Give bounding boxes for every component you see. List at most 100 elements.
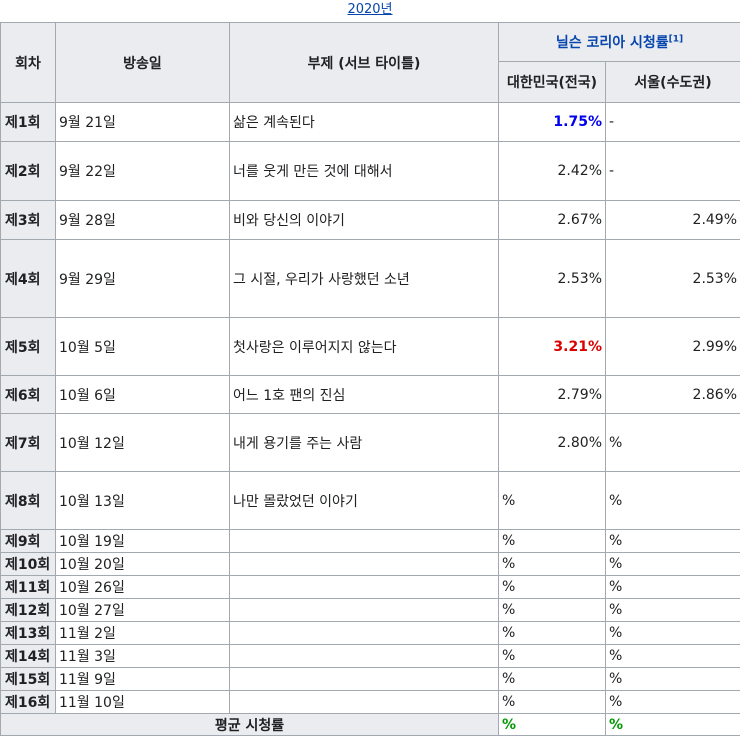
- seoul-rating-cell: %: [606, 691, 740, 714]
- seoul-rating-cell: %: [606, 553, 740, 576]
- national-rating-cell: %: [499, 472, 606, 530]
- airdate-cell: 10월 13일: [56, 472, 230, 530]
- subtitle-cell: 너를 웃게 만든 것에 대해서: [230, 142, 499, 201]
- episode-cell: 제3회: [1, 201, 56, 240]
- national-rating-cell: 2.80%: [499, 414, 606, 472]
- national-rating-cell: 2.79%: [499, 376, 606, 414]
- seoul-rating-cell: -: [606, 142, 740, 201]
- subtitle-cell: 내게 용기를 주는 사람: [230, 414, 499, 472]
- subtitle-cell: [230, 645, 499, 668]
- airdate-cell: 11월 3일: [56, 645, 230, 668]
- header-airdate: 방송일: [56, 23, 230, 103]
- national-rating-cell: %: [499, 645, 606, 668]
- average-national: %: [499, 714, 606, 736]
- seoul-rating-cell: 2.49%: [606, 201, 740, 240]
- episode-cell: 제8회: [1, 472, 56, 530]
- seoul-rating-cell: 2.53%: [606, 240, 740, 318]
- national-rating-cell: 1.75%: [499, 103, 606, 142]
- episode-cell: 제16회: [1, 691, 56, 714]
- seoul-rating-cell: 2.86%: [606, 376, 740, 414]
- national-rating-cell: %: [499, 599, 606, 622]
- table-caption: 2020년: [0, 0, 740, 22]
- subtitle-cell: 어느 1호 팬의 진심: [230, 376, 499, 414]
- airdate-cell: 10월 20일: [56, 553, 230, 576]
- seoul-rating-cell: %: [606, 472, 740, 530]
- seoul-rating-cell: -: [606, 103, 740, 142]
- airdate-cell: 10월 27일: [56, 599, 230, 622]
- airdate-cell: 9월 21일: [56, 103, 230, 142]
- seoul-rating-cell: 2.99%: [606, 318, 740, 376]
- episode-cell: 제10회: [1, 553, 56, 576]
- seoul-rating-cell: %: [606, 622, 740, 645]
- episode-cell: 제13회: [1, 622, 56, 645]
- average-label: 평균 시청률: [1, 714, 499, 736]
- header-ratings-group: 닐슨 코리아 시청률[1]: [499, 23, 740, 62]
- year-link[interactable]: 2020년: [347, 2, 392, 17]
- average-seoul: %: [606, 714, 740, 736]
- header-subtitle: 부제 (서브 타이틀): [230, 23, 499, 103]
- seoul-rating-cell: %: [606, 576, 740, 599]
- subtitle-cell: [230, 691, 499, 714]
- episode-cell: 제1회: [1, 103, 56, 142]
- airdate-cell: 10월 26일: [56, 576, 230, 599]
- episode-cell: 제2회: [1, 142, 56, 201]
- subtitle-cell: 그 시절, 우리가 사랑했던 소년: [230, 240, 499, 318]
- nielsen-korea-link[interactable]: 닐슨 코리아 시청률: [556, 35, 669, 51]
- subtitle-cell: [230, 599, 499, 622]
- national-rating-cell: 3.21%: [499, 318, 606, 376]
- national-rating-cell: 2.42%: [499, 142, 606, 201]
- episode-cell: 제11회: [1, 576, 56, 599]
- national-rating-cell: %: [499, 576, 606, 599]
- national-rating-cell: 2.53%: [499, 240, 606, 318]
- seoul-rating-cell: %: [606, 414, 740, 472]
- seoul-rating-cell: %: [606, 599, 740, 622]
- episode-cell: 제7회: [1, 414, 56, 472]
- episode-cell: 제4회: [1, 240, 56, 318]
- episode-cell: 제14회: [1, 645, 56, 668]
- airdate-cell: 11월 10일: [56, 691, 230, 714]
- subtitle-cell: [230, 576, 499, 599]
- header-episode: 회차: [1, 23, 56, 103]
- airdate-cell: 9월 29일: [56, 240, 230, 318]
- episode-cell: 제9회: [1, 530, 56, 553]
- episode-cell: 제12회: [1, 599, 56, 622]
- header-seoul: 서울(수도권): [606, 62, 740, 103]
- airdate-cell: 9월 22일: [56, 142, 230, 201]
- subtitle-cell: 나만 몰랐었던 이야기: [230, 472, 499, 530]
- reference-link[interactable]: [1]: [669, 34, 684, 44]
- subtitle-cell: [230, 553, 499, 576]
- national-rating-cell: %: [499, 530, 606, 553]
- airdate-cell: 11월 9일: [56, 668, 230, 691]
- episode-cell: 제15회: [1, 668, 56, 691]
- subtitle-cell: [230, 530, 499, 553]
- seoul-rating-cell: %: [606, 645, 740, 668]
- subtitle-cell: [230, 668, 499, 691]
- subtitle-cell: 첫사랑은 이루어지지 않는다: [230, 318, 499, 376]
- airdate-cell: 10월 19일: [56, 530, 230, 553]
- national-rating-cell: %: [499, 668, 606, 691]
- airdate-cell: 10월 5일: [56, 318, 230, 376]
- subtitle-cell: 삶은 계속된다: [230, 103, 499, 142]
- airdate-cell: 11월 2일: [56, 622, 230, 645]
- episode-cell: 제6회: [1, 376, 56, 414]
- airdate-cell: 9월 28일: [56, 201, 230, 240]
- episode-cell: 제5회: [1, 318, 56, 376]
- seoul-rating-cell: %: [606, 530, 740, 553]
- subtitle-cell: [230, 622, 499, 645]
- ratings-table: 회차 방송일 부제 (서브 타이틀) 닐슨 코리아 시청률[1] 대한민국(전국…: [0, 22, 740, 736]
